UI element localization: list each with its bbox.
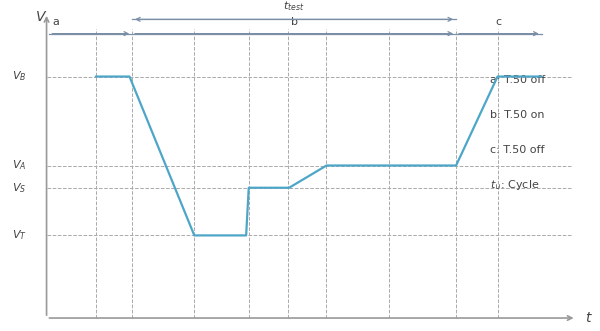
Text: $t_{test}$: $t_{test}$ xyxy=(283,0,305,13)
Text: b: b xyxy=(290,17,298,27)
Text: $t_{\cup}$: Cycle: $t_{\cup}$: Cycle xyxy=(490,177,539,192)
Text: $V_B$: $V_B$ xyxy=(12,70,26,83)
Text: $V_A$: $V_A$ xyxy=(12,159,26,172)
Text: V: V xyxy=(36,10,46,24)
Text: t: t xyxy=(585,311,590,325)
Text: c: T.50 off: c: T.50 off xyxy=(490,145,545,155)
Text: a: T.50 off: a: T.50 off xyxy=(490,75,545,85)
Text: a: a xyxy=(52,17,59,27)
Text: b: T.50 on: b: T.50 on xyxy=(490,110,545,120)
Text: c: c xyxy=(496,17,502,27)
Text: $V_S$: $V_S$ xyxy=(12,181,26,195)
Text: $V_T$: $V_T$ xyxy=(11,228,26,242)
